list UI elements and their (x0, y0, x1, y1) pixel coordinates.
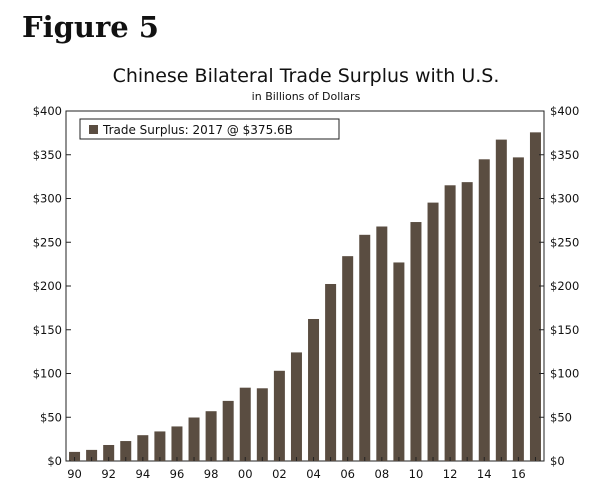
x-tick-label: 14 (477, 467, 492, 481)
x-tick-label: 04 (306, 467, 321, 481)
bars-group (69, 132, 541, 462)
bar-2014 (478, 159, 490, 462)
x-tick-label: 92 (101, 467, 116, 481)
y-tick-label-right: $0 (550, 454, 565, 468)
bar-2011 (427, 202, 439, 462)
y-tick-label-left: $300 (33, 192, 62, 206)
x-tick-label: 08 (375, 467, 390, 481)
bar-2016 (512, 157, 524, 462)
bar-2009 (393, 262, 405, 461)
x-axis: 90 92 94 96 98 00 02 04 06 08 10 12 14 16 (67, 457, 536, 481)
y-tick-label-right: $350 (550, 148, 579, 162)
y-tick-label-left: $250 (33, 235, 62, 249)
legend: Trade Surplus: 2017 @ $375.6B (79, 118, 340, 140)
bar-2015 (495, 139, 507, 462)
bar-2012 (444, 185, 456, 462)
y-tick-label-right: $400 (550, 104, 579, 118)
legend-label: Trade Surplus: 2017 @ $375.6B (102, 123, 293, 137)
bar-2007 (359, 234, 371, 461)
bar-2002 (273, 370, 285, 461)
y-tick-label-right: $300 (550, 192, 579, 206)
x-tick-label: 10 (409, 467, 424, 481)
figure-label: Figure 5 (22, 10, 159, 44)
bar-1997 (188, 417, 200, 461)
x-tick-label: 98 (204, 467, 219, 481)
y-axis-left: $0 $50 $100 $150 $200 $250 $300 $350 $400 (33, 104, 71, 468)
y-tick-label-left: $350 (33, 148, 62, 162)
bar-2001 (256, 388, 268, 461)
y-tick-label-left: $100 (33, 367, 62, 381)
x-tick-label: 90 (67, 467, 82, 481)
bar-2006 (342, 256, 354, 461)
bar-1998 (205, 411, 217, 461)
bar-2013 (461, 182, 473, 461)
bar-2004 (308, 318, 320, 461)
y-tick-label-left: $150 (33, 323, 62, 337)
bar-2017 (529, 132, 541, 461)
y-tick-label-right: $50 (550, 410, 572, 424)
y-tick-label-right: $200 (550, 279, 579, 293)
x-tick-label: 00 (238, 467, 253, 481)
bar-2003 (290, 352, 302, 461)
y-tick-label-left: $0 (47, 454, 62, 468)
bar-1995 (154, 431, 166, 461)
chart-title: Chinese Bilateral Trade Surplus with U.S… (113, 65, 500, 87)
y-tick-label-left: $50 (40, 410, 62, 424)
bar-1990 (69, 451, 81, 461)
y-tick-label-left: $200 (33, 279, 62, 293)
x-tick-label: 96 (170, 467, 185, 481)
y-tick-label-left: $400 (33, 104, 62, 118)
y-tick-label-right: $100 (550, 367, 579, 381)
bar-2005 (325, 283, 337, 461)
chart-subtitle: in Billions of Dollars (252, 90, 361, 103)
bar-1994 (137, 435, 149, 461)
bar-1993 (120, 441, 132, 461)
y-tick-label-right: $150 (550, 323, 579, 337)
y-tick-label-right: $250 (550, 235, 579, 249)
bar-2010 (410, 222, 422, 461)
bar-1992 (103, 444, 115, 461)
x-tick-label: 94 (136, 467, 151, 481)
bar-1991 (86, 449, 98, 461)
bar-2008 (376, 226, 388, 461)
legend-swatch (89, 125, 98, 134)
x-tick-label: 06 (340, 467, 355, 481)
x-tick-label: 12 (443, 467, 458, 481)
bar-2000 (239, 387, 251, 461)
bar-1999 (222, 400, 234, 461)
bar-1996 (171, 426, 183, 461)
x-tick-label: 16 (511, 467, 526, 481)
y-axis-right: $0 $50 $100 $150 $200 $250 $300 $350 $400 (539, 104, 579, 468)
x-tick-label: 02 (272, 467, 287, 481)
legend-box (79, 118, 340, 140)
